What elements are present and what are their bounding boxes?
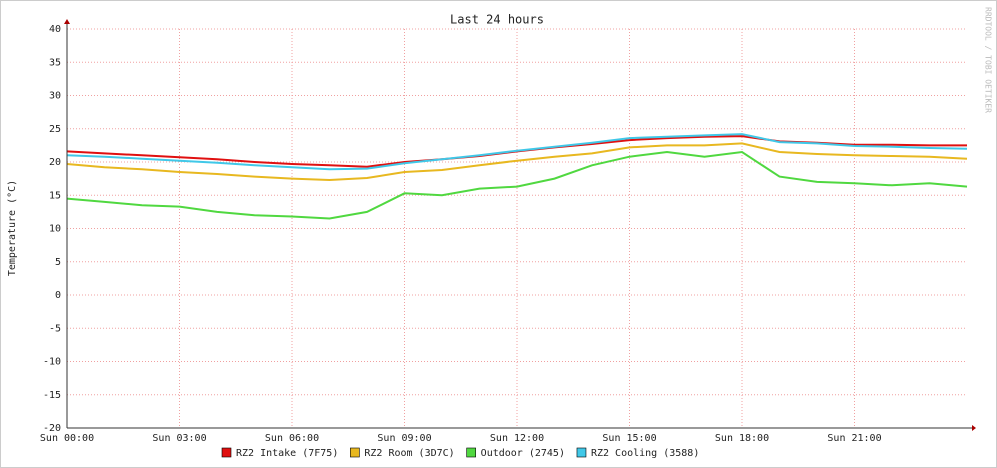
series-line — [66, 142, 968, 182]
legend-swatch — [466, 447, 476, 458]
y-tick-label: 15 — [49, 190, 61, 201]
watermark: RRDTOOL / TOBI OETIKER — [984, 7, 993, 113]
legend-label: RZ2 Room (3D7C) — [364, 448, 454, 459]
y-tick-label: 40 — [49, 24, 61, 35]
x-tick-label: Sun 18:00 — [715, 433, 769, 444]
y-axis-label: Temperature (°C) — [7, 180, 18, 276]
legend-swatch — [350, 447, 360, 458]
legend-label: RZ2 Cooling (3588) — [591, 448, 699, 459]
legend-label: RZ2 Intake (7F75) — [236, 448, 338, 459]
legend: RZ2 Intake (7F75) RZ2 Room (3D7C) Outdoor … — [221, 447, 699, 459]
y-tick-label: 5 — [55, 257, 61, 268]
y-tick-label: 30 — [49, 91, 61, 102]
legend-swatch — [221, 447, 232, 458]
x-arrow — [972, 425, 976, 431]
x-tick-label: Sun 03:00 — [152, 433, 206, 444]
y-tick-label: -15 — [43, 390, 61, 401]
legend-swatch — [576, 447, 587, 458]
y-tick-label: 35 — [49, 57, 61, 68]
grid — [66, 28, 967, 429]
y-arrow — [64, 19, 70, 24]
x-tick-label: Sun 00:00 — [40, 433, 94, 444]
y-tick-label: -20 — [43, 423, 61, 434]
x-tick-label: Sun 09:00 — [377, 433, 431, 444]
y-tick-label: 10 — [49, 224, 61, 235]
x-tick-label: Sun 12:00 — [490, 433, 544, 444]
x-tick-label: Sun 15:00 — [602, 433, 656, 444]
y-tick-label: -5 — [49, 323, 61, 334]
y-tick-label: 25 — [49, 124, 61, 135]
x-tick-label: Sun 21:00 — [827, 433, 881, 444]
legend-label: Outdoor (2745) — [481, 448, 565, 459]
y-tick-label: -10 — [43, 357, 61, 368]
y-tick-label: 0 — [55, 290, 61, 301]
x-tick-label: Sun 06:00 — [265, 433, 319, 444]
series-line — [66, 150, 968, 220]
plot — [66, 133, 968, 220]
series-line — [66, 133, 968, 171]
y-tick-label: 20 — [49, 157, 61, 168]
chart-title: Last 24 hours — [450, 13, 544, 27]
